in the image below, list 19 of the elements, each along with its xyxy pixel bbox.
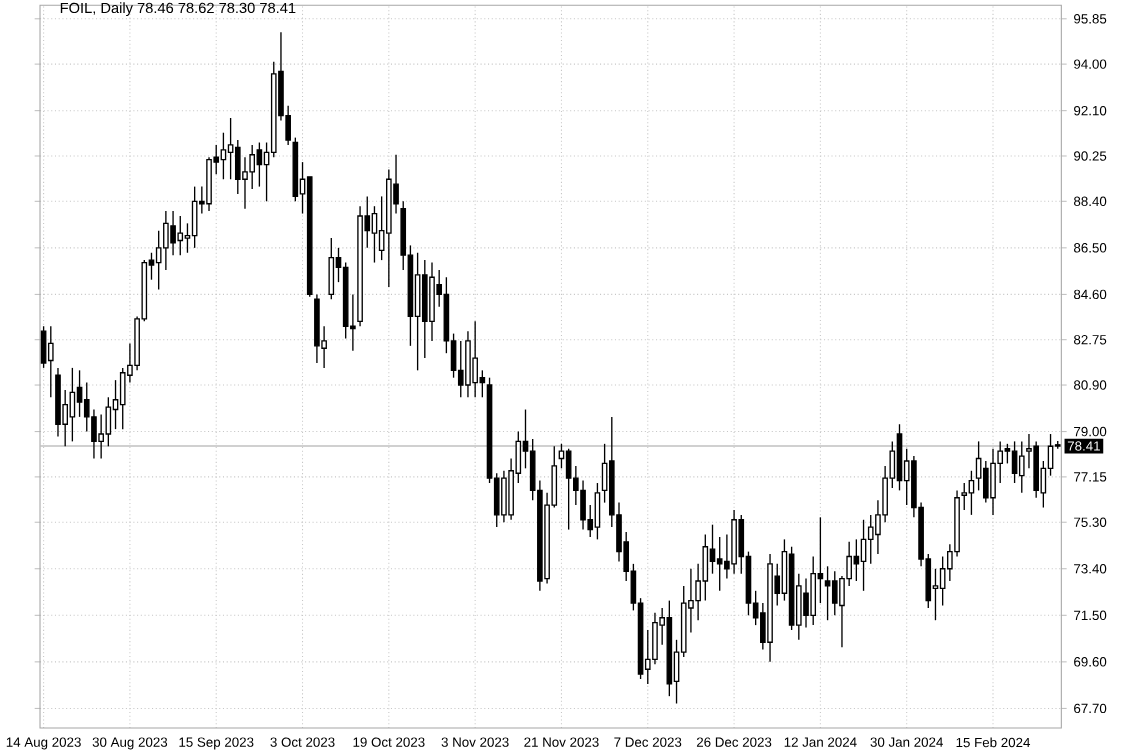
candlestick: [580, 479, 586, 531]
candlestick: [227, 117, 234, 180]
candlestick: [112, 379, 119, 430]
candlestick: [803, 577, 809, 629]
candlestick: [731, 509, 737, 575]
candlestick: [652, 612, 658, 665]
candlestick: [429, 261, 435, 342]
candlestick: [990, 448, 996, 516]
candlestick: [69, 367, 76, 443]
candlestick: [170, 210, 176, 256]
candlestick: [357, 205, 363, 327]
candlestick: [767, 553, 773, 663]
candlestick: [98, 413, 104, 460]
candlestick: [163, 210, 169, 271]
candlestick: [55, 367, 61, 438]
candlestick: [472, 320, 478, 398]
candlestick: [206, 156, 212, 212]
candlestick: [501, 470, 507, 523]
candlestick: [716, 536, 723, 592]
